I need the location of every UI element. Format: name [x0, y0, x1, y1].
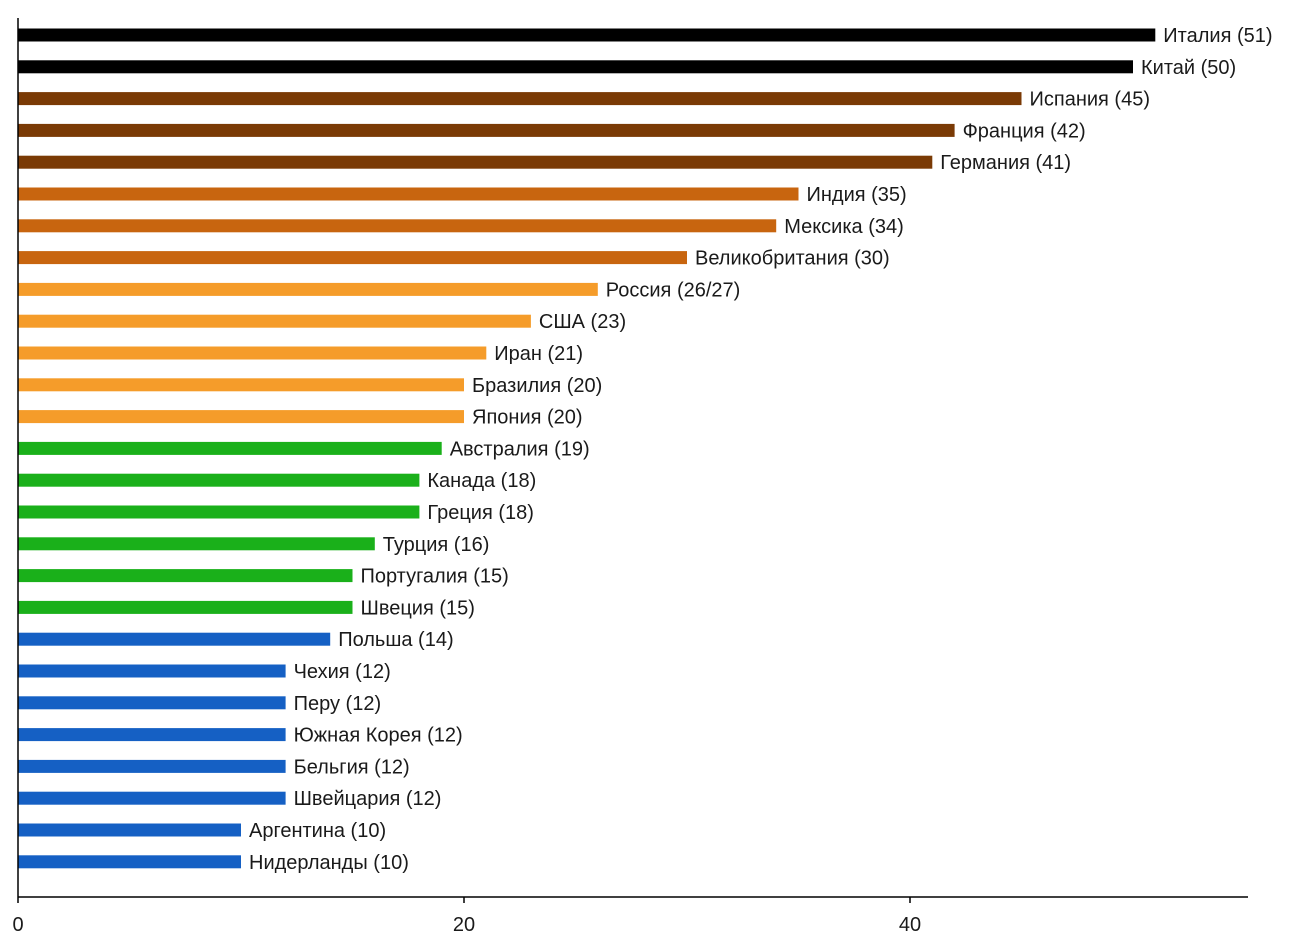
- x-axis-ticks: 0 20 40: [12, 897, 921, 936]
- bar-label: Нидерланды (10): [249, 852, 409, 874]
- bar-label: Китай (50): [1141, 57, 1236, 79]
- bar-label: Испания (45): [1030, 89, 1151, 111]
- bar: [18, 728, 286, 742]
- bar-label: Аргентина (10): [249, 820, 386, 842]
- bar: [18, 410, 464, 424]
- bar: [18, 505, 420, 519]
- bar: [18, 823, 241, 837]
- bar-label: Австралия (19): [450, 438, 590, 460]
- bar-label: Мексика (34): [784, 216, 904, 238]
- bar: [18, 600, 353, 614]
- bar-label: Индия (35): [807, 184, 907, 206]
- bar-label: Турция (16): [383, 534, 490, 556]
- bar-label: Перу (12): [294, 693, 382, 715]
- bar-label: Канада (18): [427, 470, 536, 492]
- bar-label: Италия (51): [1163, 25, 1272, 47]
- x-tick-label: 40: [899, 914, 921, 936]
- bar: [18, 473, 420, 487]
- x-tick-label: 20: [453, 914, 475, 936]
- bar: [18, 696, 286, 710]
- bar-label: США (23): [539, 311, 626, 333]
- bar-label: Польша (14): [338, 629, 453, 651]
- bar: [18, 664, 286, 678]
- bar-label: Франция (42): [963, 120, 1086, 142]
- bar: [18, 60, 1133, 74]
- bar-label: Греция (18): [427, 502, 534, 524]
- bar: [18, 537, 375, 551]
- bar-label: Бельгия (12): [294, 756, 410, 778]
- bar: [18, 28, 1156, 42]
- bar-label: Южная Корея (12): [294, 725, 463, 747]
- bar: [18, 314, 531, 328]
- bar-label: Россия (26/27): [606, 279, 741, 301]
- bar-label: Япония (20): [472, 407, 583, 429]
- bar: [18, 791, 286, 805]
- bar: [18, 632, 331, 646]
- bar-label: Германия (41): [940, 152, 1071, 174]
- bar: [18, 569, 353, 583]
- bar: [18, 219, 777, 233]
- bar: [18, 92, 1022, 106]
- bars-group: [18, 28, 1156, 869]
- bar: [18, 187, 799, 201]
- bar-label: Иран (21): [494, 343, 583, 365]
- bar: [18, 282, 598, 296]
- bar: [18, 378, 464, 392]
- bar: [18, 251, 687, 265]
- bar-label: Бразилия (20): [472, 375, 602, 397]
- bar-label: Португалия (15): [361, 566, 509, 588]
- bar: [18, 155, 933, 169]
- bar: [18, 441, 442, 455]
- bar: [18, 855, 241, 869]
- x-tick-label: 0: [12, 914, 23, 936]
- bar-label: Швейцария (12): [294, 788, 442, 810]
- bar: [18, 759, 286, 773]
- bar: [18, 123, 955, 137]
- bar-label: Чехия (12): [294, 661, 391, 683]
- bar-label: Великобритания (30): [695, 248, 890, 270]
- bar: [18, 346, 487, 360]
- bar-label: Швеция (15): [361, 597, 475, 619]
- bar-labels-group: Италия (51) Китай (50) Испания (45) Франция…: [249, 25, 1273, 874]
